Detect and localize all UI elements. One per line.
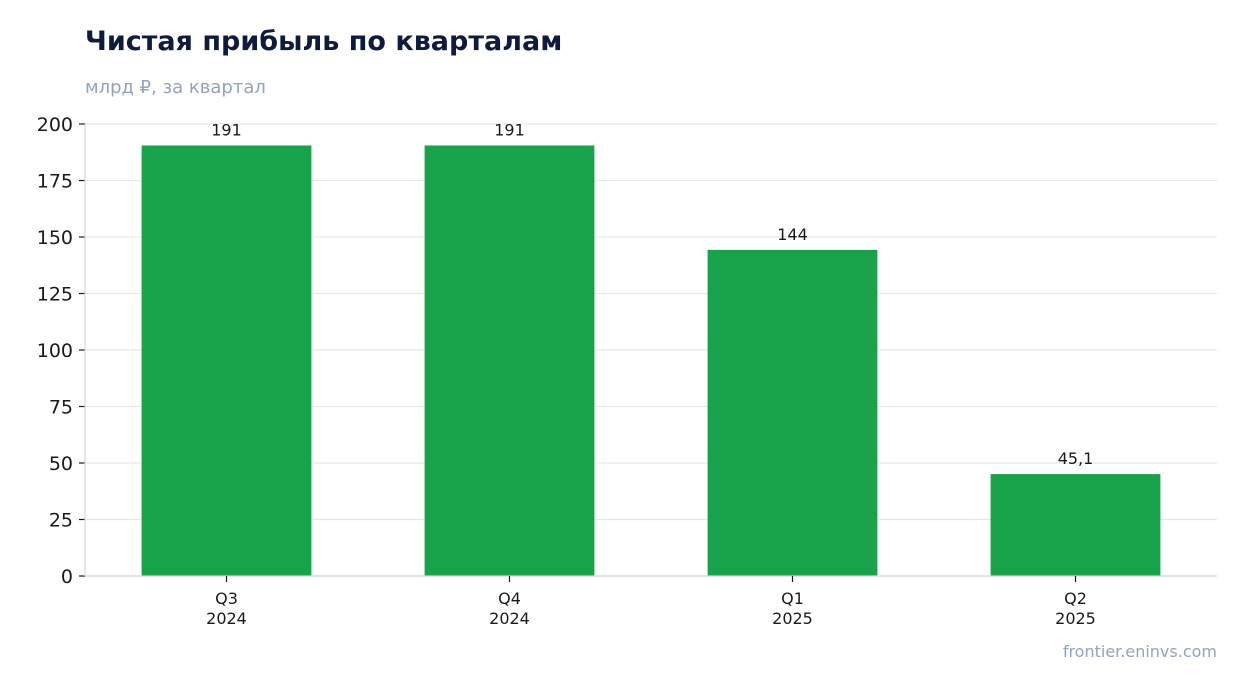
axes [79,123,1217,582]
data-label: 191 [211,120,242,139]
y-tick-label: 175 [37,171,73,193]
y-tick-label: 25 [49,510,73,532]
bar [707,249,878,576]
y-tick-label: 150 [37,227,73,249]
chart-subtitle: млрд ₽, за квартал [85,77,266,98]
chart-title: Чистая прибыль по кварталам [85,26,563,57]
data-label: 144 [777,225,808,244]
y-tick-label: 125 [37,284,73,306]
y-tick-label: 100 [37,340,73,362]
bar [990,474,1161,576]
x-tick-label: Q1 2025 [772,589,813,628]
y-tick-label: 75 [49,397,73,419]
data-label: 191 [494,120,525,139]
x-tick-label: Q3 2024 [206,589,247,628]
bars [141,145,1161,576]
x-tick-label: Q2 2025 [1055,589,1096,628]
bar [424,145,595,576]
data-label: 45,1 [1058,449,1094,468]
y-tick-label: 50 [49,453,73,475]
source-credit: frontier.eninvs.com [1062,642,1217,661]
y-tick-label: 200 [37,114,73,136]
labels: 0 25 50 75 100 125 150 175 200 191 Q3 2024 191 Q4 2024… [37,114,1096,628]
bar [141,145,312,576]
x-tick-label: Q4 2024 [489,589,530,628]
y-tick-label: 0 [61,566,73,588]
